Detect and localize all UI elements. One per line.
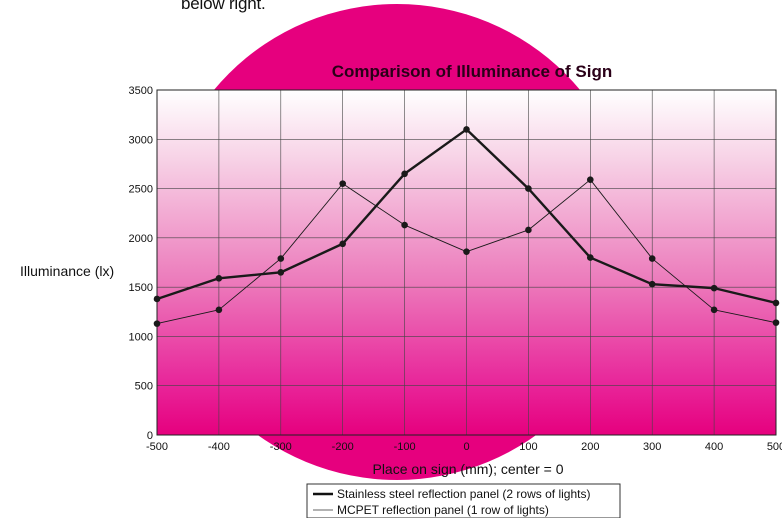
data-point-stainless bbox=[772, 299, 780, 307]
x-tick-label: -200 bbox=[332, 441, 354, 453]
data-point-mcpet bbox=[587, 176, 594, 183]
data-point-mcpet bbox=[463, 248, 470, 255]
x-tick-label: 0 bbox=[463, 441, 469, 453]
y-tick-label: 1500 bbox=[129, 282, 153, 294]
data-point-stainless bbox=[277, 269, 285, 276]
data-point-mcpet bbox=[772, 319, 780, 326]
data-point-stainless bbox=[339, 240, 347, 248]
plot-border bbox=[156, 89, 777, 436]
series-mcpet bbox=[153, 176, 780, 327]
data-point-stainless bbox=[463, 126, 470, 133]
data-point-mcpet bbox=[710, 306, 718, 314]
legend-box bbox=[306, 483, 621, 518]
y-tick-labels: 0 500 1000 1500 2000 2500 3000 3500 bbox=[129, 85, 153, 442]
data-point-stainless bbox=[215, 274, 223, 282]
x-tick-label: 500 bbox=[767, 441, 782, 453]
header-fragment-text: below right. bbox=[181, 0, 266, 13]
data-point-stainless bbox=[401, 170, 408, 178]
series-stainless bbox=[153, 126, 780, 307]
x-tick-label: 200 bbox=[581, 441, 599, 453]
data-point-stainless bbox=[648, 280, 656, 288]
legend: Stainless steel reflection panel (2 rows… bbox=[306, 483, 621, 518]
x-tick-label: -400 bbox=[208, 441, 230, 453]
y-tick-label: 500 bbox=[135, 381, 153, 393]
data-point-mcpet bbox=[401, 221, 408, 229]
y-tick-label: 3000 bbox=[129, 134, 153, 146]
x-tick-label: -300 bbox=[270, 441, 292, 453]
y-tick-label: 2500 bbox=[129, 184, 153, 196]
data-point-mcpet bbox=[339, 180, 347, 187]
x-tick-label: 100 bbox=[519, 441, 537, 453]
data-point-stainless bbox=[153, 295, 161, 303]
y-tick-label: 0 bbox=[147, 430, 153, 442]
data-point-stainless bbox=[710, 284, 718, 292]
x-tick-label: -100 bbox=[394, 441, 416, 453]
y-tick-label: 1000 bbox=[129, 331, 153, 343]
y-tick-label: 3500 bbox=[129, 85, 153, 97]
legend-label-stainless: Stainless steel reflection panel (2 rows… bbox=[337, 487, 590, 501]
data-point-stainless bbox=[587, 254, 594, 261]
x-tick-label: 300 bbox=[643, 441, 661, 453]
chart-title: Comparison of Illuminance of Sign bbox=[332, 62, 613, 81]
data-point-mcpet bbox=[215, 306, 223, 314]
data-point-mcpet bbox=[648, 255, 656, 262]
x-tick-label: -500 bbox=[146, 441, 168, 453]
data-point-mcpet bbox=[277, 255, 285, 262]
legend-label-mcpet: MCPET reflection panel (1 row of lights) bbox=[337, 503, 549, 517]
series-layer bbox=[153, 126, 780, 327]
y-axis-label: Illuminance (lx) bbox=[20, 263, 114, 279]
x-tick-labels: -500 -400 -300 -200 -100 0 100 200 300 400 500 bbox=[146, 441, 782, 453]
x-tick-label: 400 bbox=[705, 441, 723, 453]
data-point-stainless bbox=[525, 185, 532, 192]
y-tick-label: 2000 bbox=[129, 233, 153, 245]
data-point-mcpet bbox=[153, 320, 161, 327]
x-axis-label: Place on sign (mm); center = 0 bbox=[372, 461, 563, 477]
data-point-mcpet bbox=[525, 226, 532, 234]
